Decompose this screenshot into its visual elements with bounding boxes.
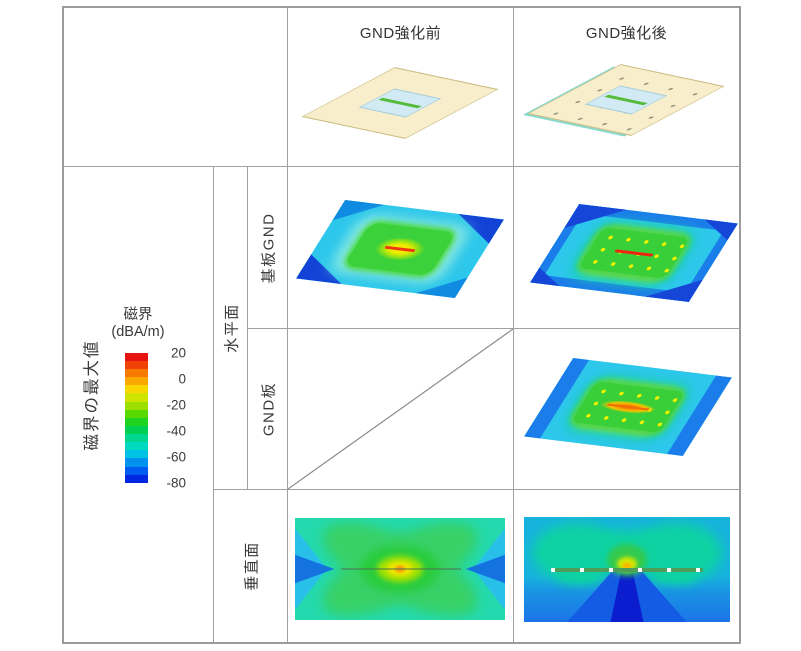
diagonal-line [288,329,513,489]
colorbar-segment [125,474,148,483]
colorbar-segment [125,401,148,410]
row-group-vertical-plane: 垂直面 [214,490,287,642]
field-dome-orange [622,562,632,570]
color-scale-legend: 磁界 (dBA/m) 20 0 -20 -40 -60 -80 [102,307,206,489]
legend-title: 磁界 [123,307,153,323]
bare-board-figure-after [527,64,725,136]
gnd-plate-label: GND板 [260,381,277,437]
colorbar-segment [125,393,148,402]
colorbar-tick: 20 [170,345,186,361]
colorbar-segment [125,352,148,361]
colorbar-tick: -60 [166,449,186,465]
colorbar-tick: -40 [166,423,186,439]
colorbar-segment [125,360,148,370]
bare-board-figure-before [301,67,499,139]
signal-trace [378,97,422,109]
board-cutout [358,88,442,118]
heatmap-vertical-after [524,517,730,622]
colorbar [125,352,148,483]
row-group-horizontal-plane: 水平面 [214,167,247,489]
heatmap-board-gnd-before [296,199,504,299]
empty-corner-cell [64,8,287,166]
colorbar-segment [125,458,148,467]
heatmap-cell-board-gnd-before [288,167,513,328]
heatmap-cell-vertical-after [514,490,739,642]
heatmap-cell-gnd-plate-after [514,329,739,489]
board-cross-section-line [341,568,461,570]
board-gnd-label: 基板GND [260,212,277,283]
colorbar-segment [125,434,148,443]
header-cell-before: GND強化前 [288,8,513,166]
heatmap-cell-vertical-before [288,490,513,642]
colorbar-ticks: 20 0 -20 -40 -60 -80 [154,346,186,489]
heatmap-cell-board-gnd-after [514,167,739,328]
legend-cell: 磁界の最大値 磁界 (dBA/m) 20 0 -20 -40 -60 -80 [64,167,213,642]
colorbar-tick: 0 [178,371,186,387]
row-gnd-plate: GND板 [248,329,287,489]
colorbar-segment [125,450,148,459]
colorbar-tick: -80 [166,475,186,491]
colorbar-tick: -20 [166,397,186,413]
heatmap-vertical-before [295,518,505,620]
vertical-plane-label: 垂直面 [243,541,260,591]
colorbar-segment [125,425,148,435]
signal-trace [604,94,648,106]
colorbar-segment [125,409,148,418]
axis-title: 磁界の最大値 [83,339,101,451]
colorbar-wrap: 20 0 -20 -40 -60 -80 [125,346,206,489]
board-cross-section-with-vias [550,568,704,573]
colorbar-segment [125,369,148,378]
colorbar-segment [125,417,148,426]
heatmap-board-gnd-after [530,203,738,303]
header-after-label: GND強化後 [585,25,668,42]
colorbar-segment [125,466,148,475]
row-board-gnd: 基板GND [248,167,287,328]
header-cell-after: GND強化後 [514,8,739,166]
comparison-table: GND強化前 GND強化後 磁界の最大値 磁界 (dBA/m) [62,6,741,644]
colorbar-segment [125,442,148,451]
horizontal-plane-label: 水平面 [223,303,240,353]
lower-field-lobe-left [556,569,603,584]
header-before-label: GND強化前 [359,25,442,42]
legend-unit: (dBA/m) [111,324,165,341]
lower-field-lobe-right [651,569,698,584]
heatmap-gnd-plate-after [524,357,732,457]
colorbar-segment [125,385,148,394]
empty-diagonal-cell [288,329,513,489]
colorbar-segment [125,377,148,386]
